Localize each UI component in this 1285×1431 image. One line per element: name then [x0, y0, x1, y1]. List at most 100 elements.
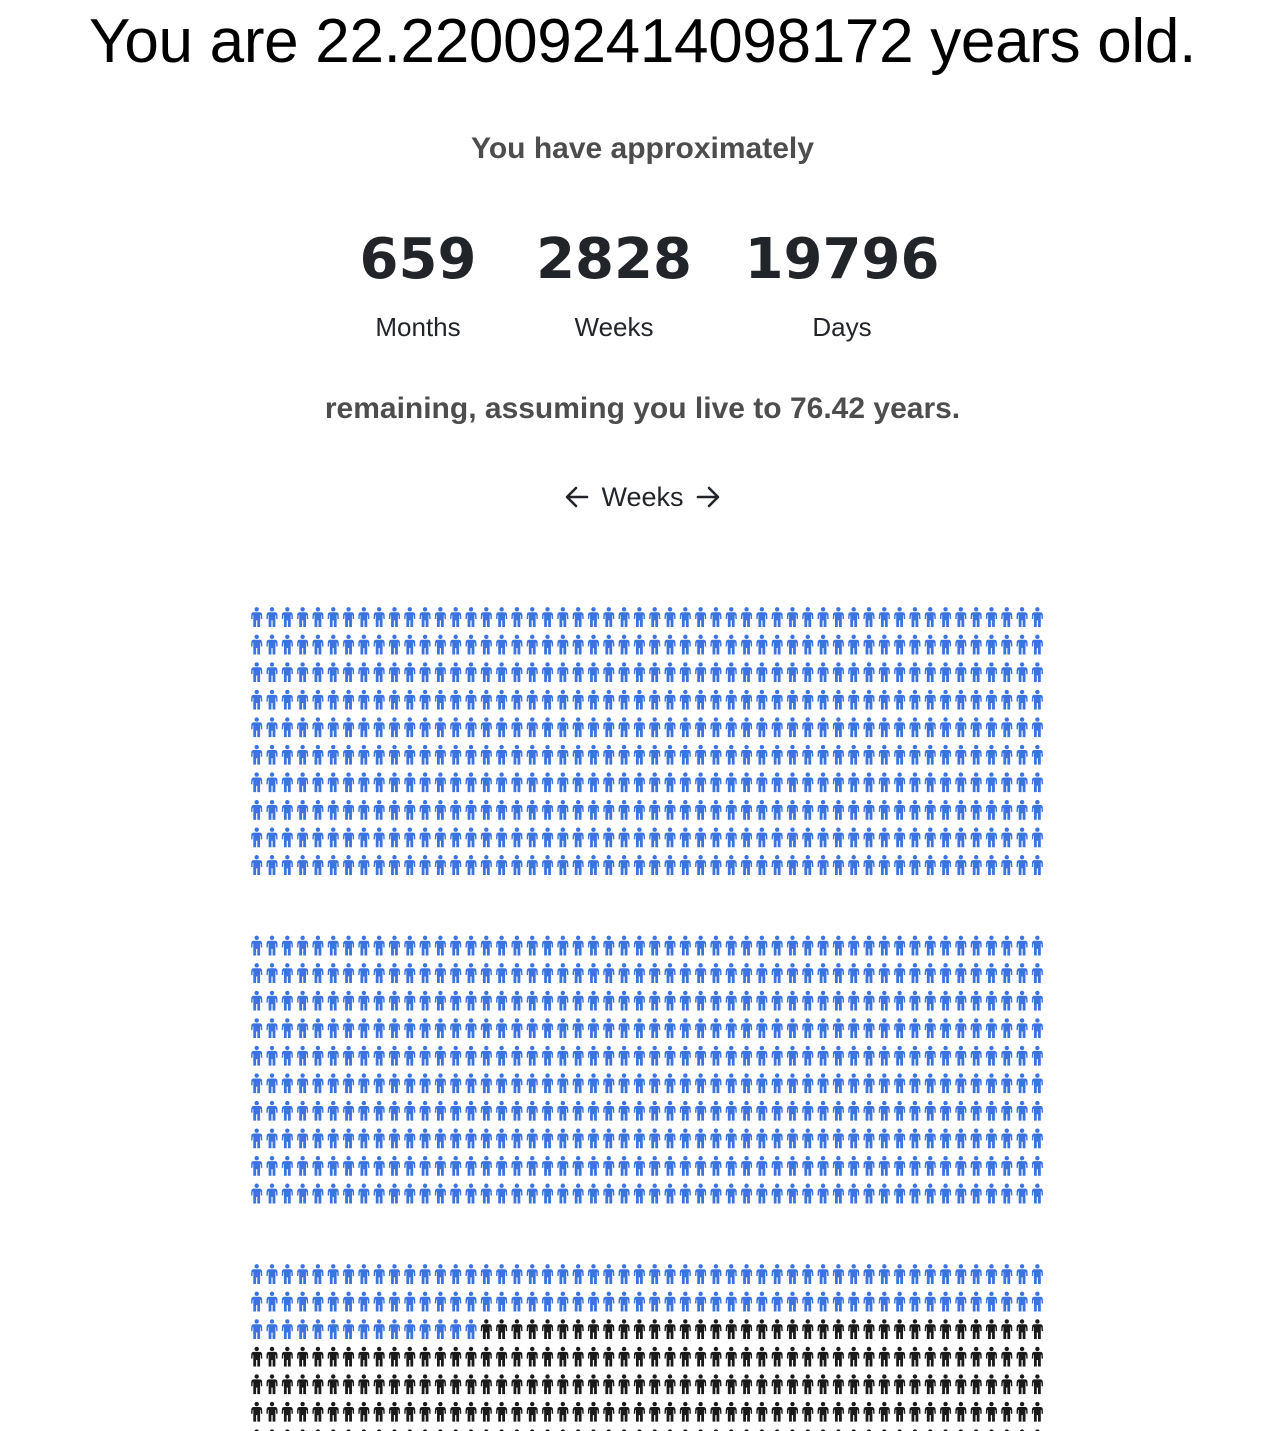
week-lived-person-icon — [358, 1045, 370, 1066]
week-lived-person-icon — [572, 827, 584, 848]
week-lived-person-icon — [909, 662, 921, 683]
week-lived-person-icon — [848, 827, 860, 848]
week-lived-person-icon — [756, 1073, 768, 1094]
week-lived-person-icon — [281, 744, 293, 765]
week-lived-person-icon — [894, 689, 906, 710]
week-lived-person-icon — [649, 990, 661, 1011]
week-lived-person-icon — [511, 744, 523, 765]
week-remaining-person-icon — [664, 1319, 676, 1340]
week-remaining-person-icon — [817, 1401, 829, 1422]
week-lived-person-icon — [939, 855, 952, 875]
week-remaining-person-icon — [557, 1319, 569, 1340]
week-lived-person-icon — [679, 963, 691, 984]
week-lived-person-icon — [603, 1018, 615, 1039]
week-lived-person-icon — [1001, 799, 1013, 820]
week-lived-person-icon — [526, 1291, 538, 1312]
week-remaining-person-icon — [587, 1319, 600, 1340]
week-lived-person-icon — [970, 1100, 982, 1121]
week-lived-person-icon — [404, 1291, 416, 1312]
week-lived-person-icon — [450, 1045, 462, 1066]
week-lived-person-icon — [1016, 772, 1028, 793]
week-remaining-person-icon — [618, 1401, 630, 1422]
week-lived-person-icon — [618, 1264, 630, 1284]
week-lived-person-icon — [388, 1183, 401, 1204]
week-lived-person-icon — [465, 990, 477, 1011]
week-lived-person-icon — [786, 1128, 799, 1149]
week-lived-person-icon — [710, 963, 722, 984]
week-lived-person-icon — [404, 963, 416, 984]
week-lived-person-icon — [802, 744, 814, 765]
week-lived-person-icon — [664, 1156, 676, 1176]
week-lived-person-icon — [496, 855, 508, 875]
week-lived-person-icon — [786, 799, 799, 820]
week-lived-person-icon — [725, 855, 737, 875]
week-lived-person-icon — [939, 1100, 952, 1121]
week-lived-person-icon — [924, 744, 936, 765]
week-lived-person-icon — [939, 634, 952, 655]
week-lived-person-icon — [695, 689, 707, 710]
week-remaining-person-icon — [526, 1374, 538, 1395]
week-lived-person-icon — [970, 1073, 982, 1094]
week-lived-person-icon — [618, 717, 630, 738]
week-lived-person-icon — [450, 1156, 462, 1176]
week-remaining-person-icon — [404, 1374, 416, 1395]
arrow-left-icon[interactable] — [560, 484, 594, 510]
week-remaining-person-icon — [924, 1346, 936, 1367]
week-lived-person-icon — [587, 772, 600, 793]
week-remaining-person-icon — [817, 1346, 829, 1367]
week-lived-person-icon — [297, 717, 309, 738]
week-lived-person-icon — [802, 963, 814, 984]
week-lived-person-icon — [281, 1128, 293, 1149]
week-lived-person-icon — [281, 935, 293, 956]
week-lived-person-icon — [802, 990, 814, 1011]
week-lived-person-icon — [480, 990, 492, 1011]
week-lived-person-icon — [1031, 1264, 1043, 1284]
week-lived-person-icon — [557, 1045, 569, 1066]
week-remaining-person-icon — [587, 1401, 600, 1422]
week-lived-person-icon — [312, 717, 324, 738]
week-lived-person-icon — [281, 1100, 293, 1121]
week-lived-person-icon — [603, 827, 615, 848]
week-lived-person-icon — [786, 1100, 799, 1121]
week-lived-person-icon — [863, 1291, 875, 1312]
week-lived-person-icon — [756, 1018, 768, 1039]
week-lived-person-icon — [358, 772, 370, 793]
week-remaining-person-icon — [878, 1319, 890, 1340]
week-lived-person-icon — [725, 1073, 737, 1094]
week-lived-person-icon — [695, 827, 707, 848]
week-lived-person-icon — [358, 990, 370, 1011]
week-lived-person-icon — [541, 1045, 554, 1066]
week-lived-person-icon — [710, 717, 722, 738]
arrow-right-icon[interactable] — [691, 484, 725, 510]
week-lived-person-icon — [664, 935, 676, 956]
week-lived-person-icon — [939, 1018, 952, 1039]
week-lived-person-icon — [618, 1100, 630, 1121]
week-lived-person-icon — [450, 935, 462, 956]
week-lived-person-icon — [695, 990, 707, 1011]
week-lived-person-icon — [1016, 607, 1028, 627]
week-lived-person-icon — [939, 1128, 952, 1149]
week-lived-person-icon — [633, 772, 645, 793]
week-lived-person-icon — [587, 1156, 600, 1176]
week-lived-person-icon — [312, 990, 324, 1011]
week-lived-person-icon — [312, 935, 324, 956]
week-lived-person-icon — [802, 607, 814, 627]
week-lived-person-icon — [388, 1319, 401, 1340]
week-lived-person-icon — [526, 634, 538, 655]
week-remaining-person-icon — [266, 1346, 278, 1367]
week-lived-person-icon — [985, 990, 998, 1011]
week-remaining-person-icon — [939, 1401, 952, 1422]
week-lived-person-icon — [695, 607, 707, 627]
week-lived-person-icon — [587, 935, 600, 956]
week-lived-person-icon — [894, 1073, 906, 1094]
week-lived-person-icon — [388, 1128, 401, 1149]
week-lived-person-icon — [358, 855, 370, 875]
week-lived-person-icon — [342, 744, 355, 765]
week-lived-person-icon — [894, 1291, 906, 1312]
week-lived-person-icon — [633, 1291, 645, 1312]
week-lived-person-icon — [373, 1045, 385, 1066]
week-lived-person-icon — [327, 827, 339, 848]
week-lived-person-icon — [1016, 1073, 1028, 1094]
week-lived-person-icon — [450, 799, 462, 820]
week-remaining-person-icon — [740, 1401, 753, 1422]
